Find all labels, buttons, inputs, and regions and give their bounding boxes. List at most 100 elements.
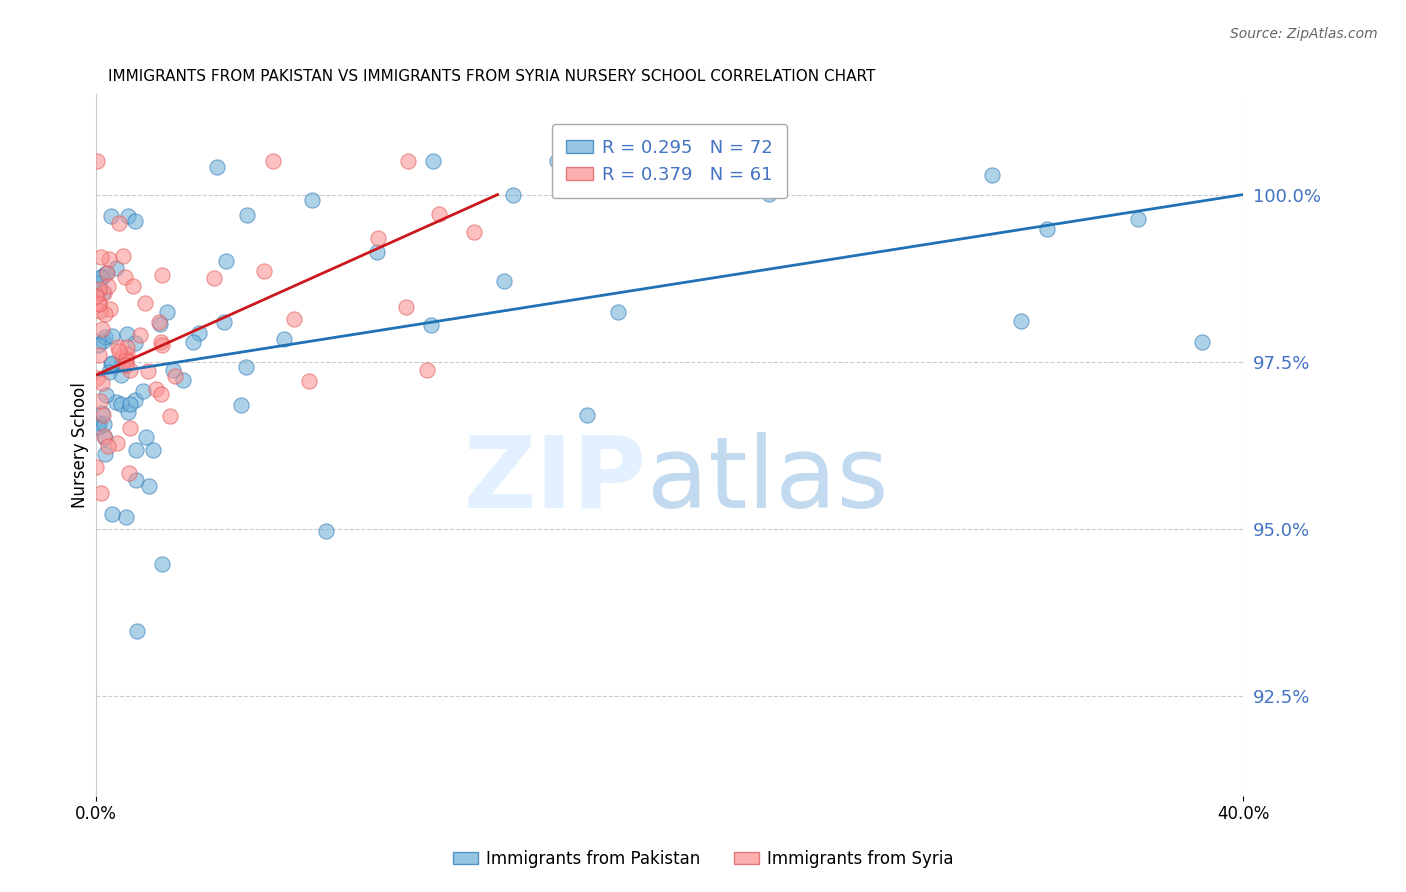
Point xyxy=(117,340,139,354)
Point xyxy=(981,168,1004,182)
Point xyxy=(253,264,276,278)
Point xyxy=(96,266,118,280)
Point xyxy=(136,364,159,378)
Point xyxy=(94,431,117,445)
Point xyxy=(576,408,599,422)
Point xyxy=(111,349,134,363)
Point xyxy=(97,252,120,266)
Point xyxy=(87,419,110,434)
Point xyxy=(283,312,305,326)
Point xyxy=(93,286,115,301)
Point xyxy=(235,360,257,375)
Point xyxy=(100,357,122,371)
Point xyxy=(91,285,114,299)
Point xyxy=(124,392,146,407)
Point xyxy=(231,398,253,412)
Point xyxy=(150,387,173,401)
Point xyxy=(110,397,132,411)
Legend: R = 0.295   N = 72, R = 0.379   N = 61: R = 0.295 N = 72, R = 0.379 N = 61 xyxy=(551,125,787,198)
Point xyxy=(298,374,321,388)
Point xyxy=(118,421,141,435)
Point xyxy=(150,557,173,571)
Point xyxy=(607,305,630,319)
Point xyxy=(110,368,132,382)
Point xyxy=(86,286,108,301)
Point xyxy=(125,624,148,638)
Point xyxy=(115,327,138,342)
Point xyxy=(107,340,129,354)
Point xyxy=(118,363,141,377)
Point xyxy=(138,479,160,493)
Point xyxy=(117,405,139,419)
Point xyxy=(416,362,439,376)
Point xyxy=(366,244,388,259)
Point xyxy=(97,278,120,293)
Point xyxy=(205,160,228,174)
Point xyxy=(104,394,127,409)
Point xyxy=(150,268,173,283)
Text: IMMIGRANTS FROM PAKISTAN VS IMMIGRANTS FROM SYRIA NURSERY SCHOOL CORRELATION CHA: IMMIGRANTS FROM PAKISTAN VS IMMIGRANTS F… xyxy=(108,69,875,84)
Point xyxy=(134,295,156,310)
Point xyxy=(94,388,117,402)
Point xyxy=(395,301,418,315)
Point xyxy=(188,326,211,340)
Point xyxy=(1036,222,1059,236)
Point xyxy=(90,376,112,391)
Point xyxy=(427,207,450,221)
Point xyxy=(546,154,568,169)
Point xyxy=(90,270,112,285)
Point xyxy=(89,348,111,362)
Point xyxy=(98,366,121,380)
Point xyxy=(148,315,170,329)
Point xyxy=(89,393,111,408)
Point xyxy=(115,346,138,360)
Point xyxy=(396,154,419,169)
Point xyxy=(236,208,259,222)
Y-axis label: Nursery School: Nursery School xyxy=(72,382,89,508)
Point xyxy=(96,266,118,280)
Point xyxy=(214,254,236,268)
Text: atlas: atlas xyxy=(647,432,889,529)
Point xyxy=(89,303,111,318)
Point xyxy=(97,440,120,454)
Point xyxy=(159,409,181,423)
Point xyxy=(111,354,134,368)
Point xyxy=(90,406,112,420)
Point xyxy=(262,154,284,169)
Point xyxy=(86,288,108,302)
Point xyxy=(162,363,184,377)
Point xyxy=(120,397,142,411)
Point xyxy=(108,216,131,230)
Point xyxy=(125,442,148,457)
Point xyxy=(1011,313,1033,327)
Point xyxy=(90,486,112,500)
Point xyxy=(87,416,110,430)
Text: Source: ZipAtlas.com: Source: ZipAtlas.com xyxy=(1230,27,1378,41)
Point xyxy=(86,370,108,384)
Point xyxy=(87,297,110,311)
Point xyxy=(114,510,136,524)
Point xyxy=(212,315,235,329)
Point xyxy=(101,356,124,370)
Point xyxy=(142,443,165,458)
Point xyxy=(108,344,131,359)
Point xyxy=(86,460,108,475)
Point xyxy=(100,209,122,223)
Point xyxy=(172,373,194,387)
Point xyxy=(125,473,148,487)
Point xyxy=(1191,334,1213,349)
Point xyxy=(149,318,172,332)
Point xyxy=(101,329,124,343)
Text: ZIP: ZIP xyxy=(464,432,647,529)
Point xyxy=(94,330,117,344)
Point xyxy=(758,186,780,201)
Point xyxy=(492,274,515,288)
Point xyxy=(1126,211,1149,226)
Point xyxy=(204,270,226,285)
Point xyxy=(150,334,173,349)
Point xyxy=(150,338,173,352)
Point xyxy=(135,430,157,444)
Point xyxy=(98,302,121,317)
Point xyxy=(93,408,115,422)
Point xyxy=(93,334,115,348)
